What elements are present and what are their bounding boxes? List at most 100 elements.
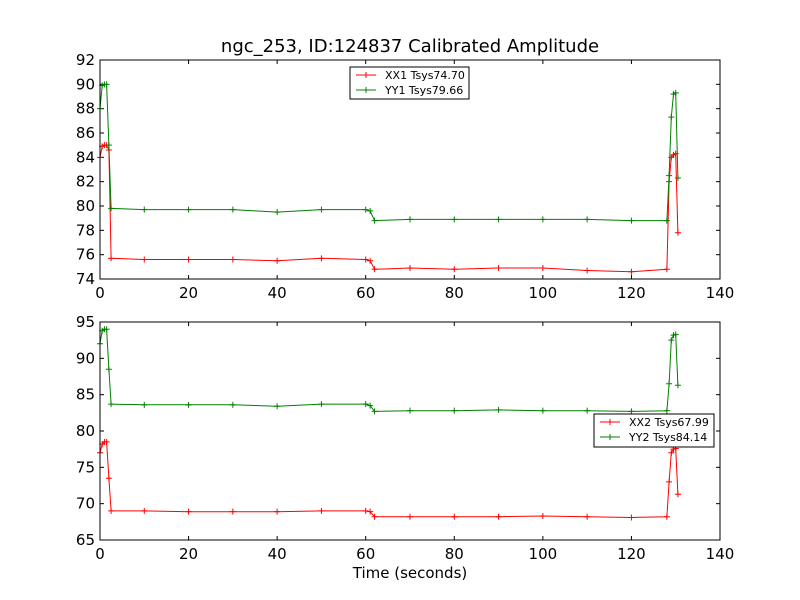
data-point — [371, 513, 378, 520]
data-point — [539, 265, 546, 272]
chart-title: ngc_253, ID:124837 Calibrated Amplitude — [221, 36, 599, 57]
data-point — [668, 114, 675, 121]
top-subplot: 0 20 40 60 80 100 120 140 74 76 78 80 82 84 86 88 90 92 XX… — [76, 51, 734, 302]
x-tick-label: 0 — [95, 284, 105, 302]
y-tick-label: 90 — [76, 349, 95, 367]
legend-box — [349, 66, 470, 100]
x-tick-label: 120 — [617, 545, 646, 563]
data-point — [274, 209, 281, 216]
data-point — [185, 401, 192, 408]
data-point — [451, 407, 458, 414]
legend-marker — [363, 87, 369, 93]
data-point — [229, 206, 236, 213]
x-tick-label: 60 — [356, 545, 375, 563]
data-point — [451, 216, 458, 223]
data-point — [495, 216, 502, 223]
data-point — [105, 366, 112, 373]
data-point — [318, 401, 325, 408]
plot-frame — [99, 321, 721, 541]
data-point — [229, 401, 236, 408]
data-point — [367, 207, 374, 214]
data-point — [666, 172, 673, 179]
data-point — [141, 401, 148, 408]
series-2 — [97, 326, 681, 415]
legend: XX1 Tsys74.70 YY1 Tsys79.66 — [349, 66, 470, 100]
data-point — [229, 508, 236, 515]
data-point — [407, 265, 413, 272]
data-point — [141, 206, 148, 213]
legend-marker — [607, 419, 613, 425]
legend-label: YY2 Tsys84.14 — [628, 431, 707, 444]
data-point — [367, 508, 374, 515]
data-point — [371, 266, 378, 273]
legend-label: YY1 Tsys79.66 — [384, 84, 463, 97]
data-point — [663, 513, 670, 520]
data-point — [141, 507, 148, 514]
x-tick-label: 40 — [268, 284, 287, 302]
data-point — [362, 256, 369, 263]
y-tick-label: 80 — [76, 197, 95, 215]
data-point — [318, 507, 325, 514]
data-point — [367, 257, 374, 264]
data-point — [185, 256, 192, 263]
data-point — [367, 402, 374, 409]
plot-frame — [99, 59, 721, 280]
y-tick-label: 74 — [76, 270, 95, 288]
data-point — [274, 257, 281, 264]
data-point — [674, 382, 681, 389]
x-tick-label: 40 — [268, 545, 287, 563]
legend-label: XX2 Tsys67.99 — [629, 416, 709, 429]
data-point — [103, 81, 110, 88]
data-point — [668, 337, 675, 344]
series-line — [99, 328, 679, 412]
data-point — [229, 256, 236, 263]
data-point — [674, 229, 681, 236]
data-point — [362, 507, 369, 514]
x-tick-label: 100 — [529, 545, 558, 563]
data-point — [666, 478, 673, 485]
data-point — [451, 513, 458, 520]
y-tick-label: 76 — [76, 246, 95, 264]
y-tick-label: 75 — [76, 458, 95, 476]
data-point — [318, 255, 325, 262]
x-tick-label: 80 — [445, 545, 464, 563]
x-tick-label: 20 — [179, 545, 198, 563]
data-point — [663, 266, 670, 273]
data-point — [584, 267, 591, 274]
legend: XX2 Tsys67.99 YY2 Tsys84.14 — [593, 413, 715, 448]
data-point — [628, 514, 635, 521]
data-point — [103, 326, 110, 333]
data-point — [108, 255, 115, 262]
x-tick-label: 140 — [706, 284, 735, 302]
y-tick-label: 95 — [76, 313, 95, 331]
data-point — [407, 407, 413, 414]
data-point — [666, 380, 673, 387]
data-point — [318, 206, 325, 213]
data-point — [584, 513, 591, 520]
legend-marker — [607, 434, 613, 440]
y-tick-label: 78 — [76, 221, 95, 239]
data-point — [539, 216, 546, 223]
x-tick-label: 100 — [529, 284, 558, 302]
y-tick-label: 82 — [76, 173, 95, 191]
data-point — [584, 216, 591, 223]
data-point — [451, 266, 458, 273]
bottom-subplot: 0 20 40 60 80 100 120 140 65 70 75 80 85 90 95 XX2 Tsys… — [76, 313, 734, 563]
data-point — [495, 265, 502, 272]
data-point — [407, 216, 413, 223]
data-point — [672, 331, 679, 338]
data-point — [185, 508, 192, 515]
data-point — [141, 256, 148, 263]
legend-label: XX1 Tsys74.70 — [385, 69, 465, 82]
series-line — [99, 441, 679, 519]
data-point — [108, 507, 115, 514]
y-tick-label: 88 — [76, 100, 95, 118]
data-point — [362, 206, 369, 213]
data-point — [274, 508, 281, 515]
x-tick-label: 120 — [617, 284, 646, 302]
y-tick-label: 70 — [76, 495, 95, 513]
data-point — [628, 268, 635, 275]
x-tick-label: 140 — [706, 545, 735, 563]
data-point — [539, 407, 546, 414]
data-point — [105, 475, 112, 482]
